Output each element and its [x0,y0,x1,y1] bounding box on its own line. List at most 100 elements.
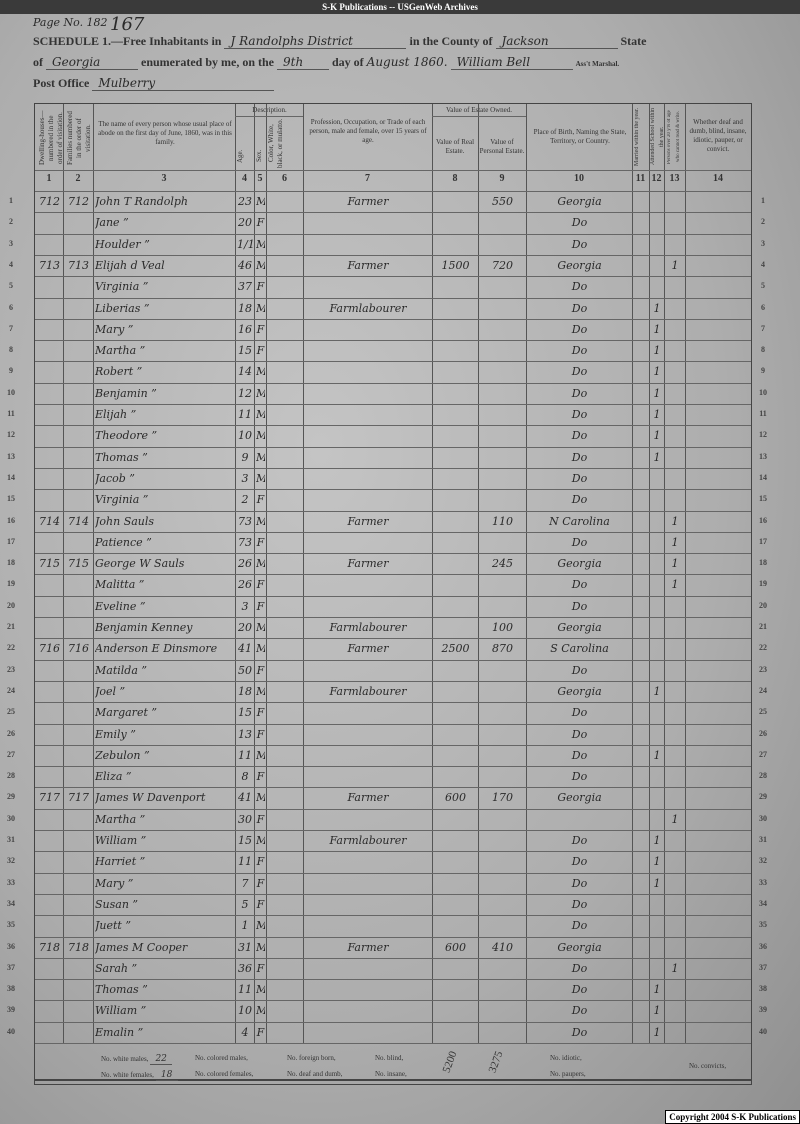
occupation [305,873,431,894]
cannot-read-mark [666,468,684,489]
column-number: 5 [257,173,263,184]
color [268,873,302,894]
row-rule [35,787,751,789]
school-mark [651,937,663,958]
enumerated-label: enumerated by me, on the [141,55,274,69]
age: 7 [241,876,249,890]
person-name: Joel ” [95,684,126,698]
dwelling-number: 713 [39,258,60,272]
line-number-left: 14 [7,472,15,482]
column-rule [664,104,665,1044]
white-females-tally: No. white females, 18 [101,1070,178,1081]
real-estate-value: 600 [445,791,466,805]
line-number-left: 32 [7,856,15,866]
cannot-read-mark [666,851,684,872]
school-mark [651,958,663,979]
column-number: 9 [499,173,505,184]
line-number-right: 34 [759,898,767,908]
line-number-left: 38 [7,984,15,994]
sex: F [256,280,265,294]
color [268,255,302,276]
dwelling-number [37,383,62,404]
real-estate-value [434,958,477,979]
married-mark [634,212,648,233]
sex: F [256,770,265,784]
line-number-right: 25 [759,707,767,717]
row-rule [35,233,751,235]
line-number-left: 22 [7,643,15,653]
line-number-left: 12 [7,430,15,440]
sex: M [256,468,265,489]
age: 8 [241,770,249,784]
personal-estate-value [480,425,525,446]
family-number [65,212,92,233]
occupation: Farmlabourer [329,621,407,634]
cannot-read-mark: 1 [671,514,679,528]
real-estate-value [434,702,477,723]
occupation [305,383,431,404]
cannot-read-mark [666,979,684,1000]
column-number: 1 [46,173,52,184]
age: 11 [238,983,252,997]
real-estate-value [434,617,477,638]
married-mark [634,937,648,958]
real-estate-value [434,404,477,425]
column-rule [685,104,686,1044]
line-number-right: 15 [759,494,767,504]
line-number-right: 39 [759,1005,767,1015]
line-number-left: 3 [9,238,13,248]
age: 20 [238,216,252,230]
school-mark: 1 [653,322,661,336]
line-number-left: 37 [7,962,15,972]
personal-estate-value: 720 [492,258,513,272]
person-name: Robert ” [95,365,143,379]
row-rule [35,893,751,895]
school-mark: 1 [653,855,661,869]
birthplace: Do [571,897,588,911]
age: 50 [238,663,252,677]
column-number: 4 [242,173,247,184]
occupation [305,724,431,745]
occupation [305,340,431,361]
married-mark [634,809,648,830]
marshal-suffix: Ass't Marshal. [575,60,620,68]
family-number: 718 [68,940,89,954]
real-estate-value: 600 [445,940,466,954]
colored-females-tally: No. colored females, [195,1070,254,1078]
color [268,915,302,936]
page-label: Page No. 182 [33,16,108,29]
dwelling-number [37,468,62,489]
row-rule [35,744,751,746]
line-number-left: 30 [7,813,15,823]
cannot-read-mark [666,361,684,382]
family-number [65,404,92,425]
age: 41 [238,642,252,656]
row-rule [35,191,751,192]
line-number-right: 29 [759,792,767,802]
occupation [305,766,431,787]
cannot-read-mark [666,894,684,915]
real-estate-value [434,809,477,830]
cannot-read-mark [666,681,684,702]
personal-estate-value: 100 [492,621,513,634]
married-mark [634,830,648,851]
real-estate-value [434,574,477,595]
dwelling-number [37,830,62,851]
birthplace: Do [571,280,588,294]
person-name: Harriet ” [95,855,146,869]
personal-estate-value [480,383,525,404]
sex: F [256,897,265,911]
cannot-read-mark [666,298,684,319]
dwelling-number [37,915,62,936]
line-number-left: 26 [7,728,15,738]
line-number-right: 33 [759,877,767,887]
occupation: Farmlabourer [329,834,407,847]
married-mark [634,425,648,446]
color [268,212,302,233]
age: 3 [241,599,249,613]
sex: M [256,234,265,255]
school-mark [651,596,663,617]
personal-estate-value [480,830,525,851]
line-number-left: 34 [7,898,15,908]
color [268,532,302,553]
